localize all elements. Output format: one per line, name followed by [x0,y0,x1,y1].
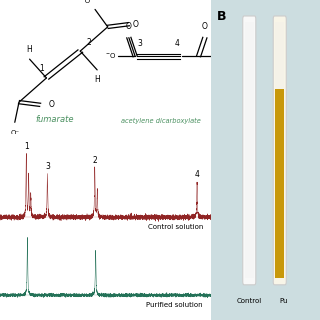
Text: H: H [94,75,100,84]
Text: O: O [202,22,208,31]
Text: 4: 4 [175,39,180,48]
Text: 2: 2 [87,38,91,47]
Text: 4: 4 [195,170,199,179]
Text: 1: 1 [24,142,29,151]
Bar [245,22,254,278]
Text: fumarate: fumarate [36,115,74,124]
FancyBboxPatch shape [273,16,286,285]
Text: acetylene dicarboxylate: acetylene dicarboxylate [121,117,200,124]
Text: $^{-}$O: $^{-}$O [105,51,116,60]
Text: Control solution: Control solution [148,224,203,230]
Text: 3: 3 [45,162,50,171]
Text: 2: 2 [92,156,97,165]
Bar [276,90,284,278]
Text: B: B [217,10,226,23]
Bar [276,22,284,90]
Text: O⁻: O⁻ [10,130,19,136]
Text: 3: 3 [137,39,142,48]
Text: O: O [133,20,139,29]
Text: 1: 1 [40,64,44,73]
Text: Purified solution: Purified solution [146,302,203,308]
Text: ⁻O: ⁻O [82,0,91,4]
Text: H: H [27,45,32,54]
Text: Control: Control [237,298,262,304]
FancyBboxPatch shape [243,16,256,285]
Text: O: O [49,100,54,109]
Text: O$^{-}$: O$^{-}$ [220,51,231,60]
Text: Pu: Pu [280,298,288,304]
FancyBboxPatch shape [211,0,320,320]
Text: O: O [126,22,132,31]
